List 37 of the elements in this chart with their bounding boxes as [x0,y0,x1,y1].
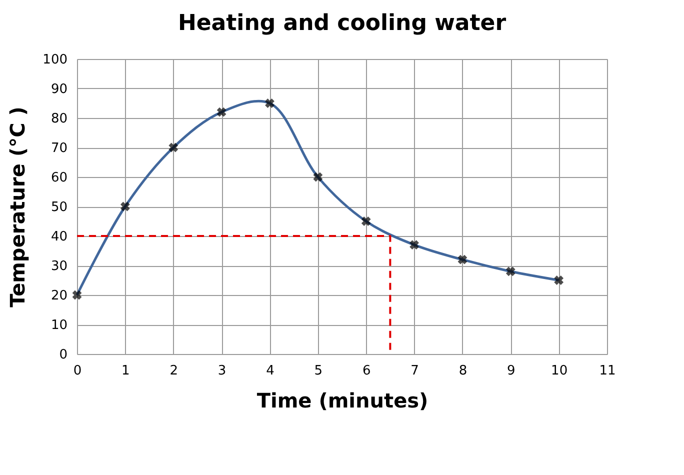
x-tick-label: 0 [73,364,82,378]
point [506,266,516,276]
y-tick-label: 40 [50,230,68,244]
point [265,98,274,108]
point [216,107,226,117]
x-axis-title: Time (minutes) [256,388,428,412]
x-tick-label: 11 [599,364,616,378]
y-tick-label: 20 [50,288,68,304]
x-tick-label: 8 [458,364,468,378]
y-tick-label: 0 [59,348,68,362]
y-tick-label: 100 [42,52,68,68]
x-tick-label: 10 [551,364,568,378]
point [120,202,130,212]
chart-title: Heating and cooling water [178,11,506,36]
point [361,216,371,226]
y-tick-label: 10 [50,318,68,333]
x-tick-label: 6 [362,364,371,378]
point [410,240,419,250]
point [168,142,178,152]
y-tick-label: 80 [50,112,68,126]
x-tick-label: 1 [122,364,130,378]
y-tick-label: 70 [50,141,68,156]
x-tick-label: 2 [170,364,178,378]
x-tick-label: 7 [410,364,419,378]
point [458,254,468,264]
y-tick-label: 50 [50,200,68,215]
point [72,290,82,300]
y-tick-label: 90 [50,82,68,97]
x-tick-label: 5 [314,364,323,378]
point [313,172,323,182]
x-tick-label: 4 [266,364,274,378]
y-tick-label: 60 [50,170,68,186]
point [554,276,564,285]
y-axis-title: Temperature (°C ) [6,106,30,308]
x-tick-label: 9 [506,364,516,378]
x-tick-label: 3 [218,364,226,378]
y-tick-label: 30 [50,259,68,274]
